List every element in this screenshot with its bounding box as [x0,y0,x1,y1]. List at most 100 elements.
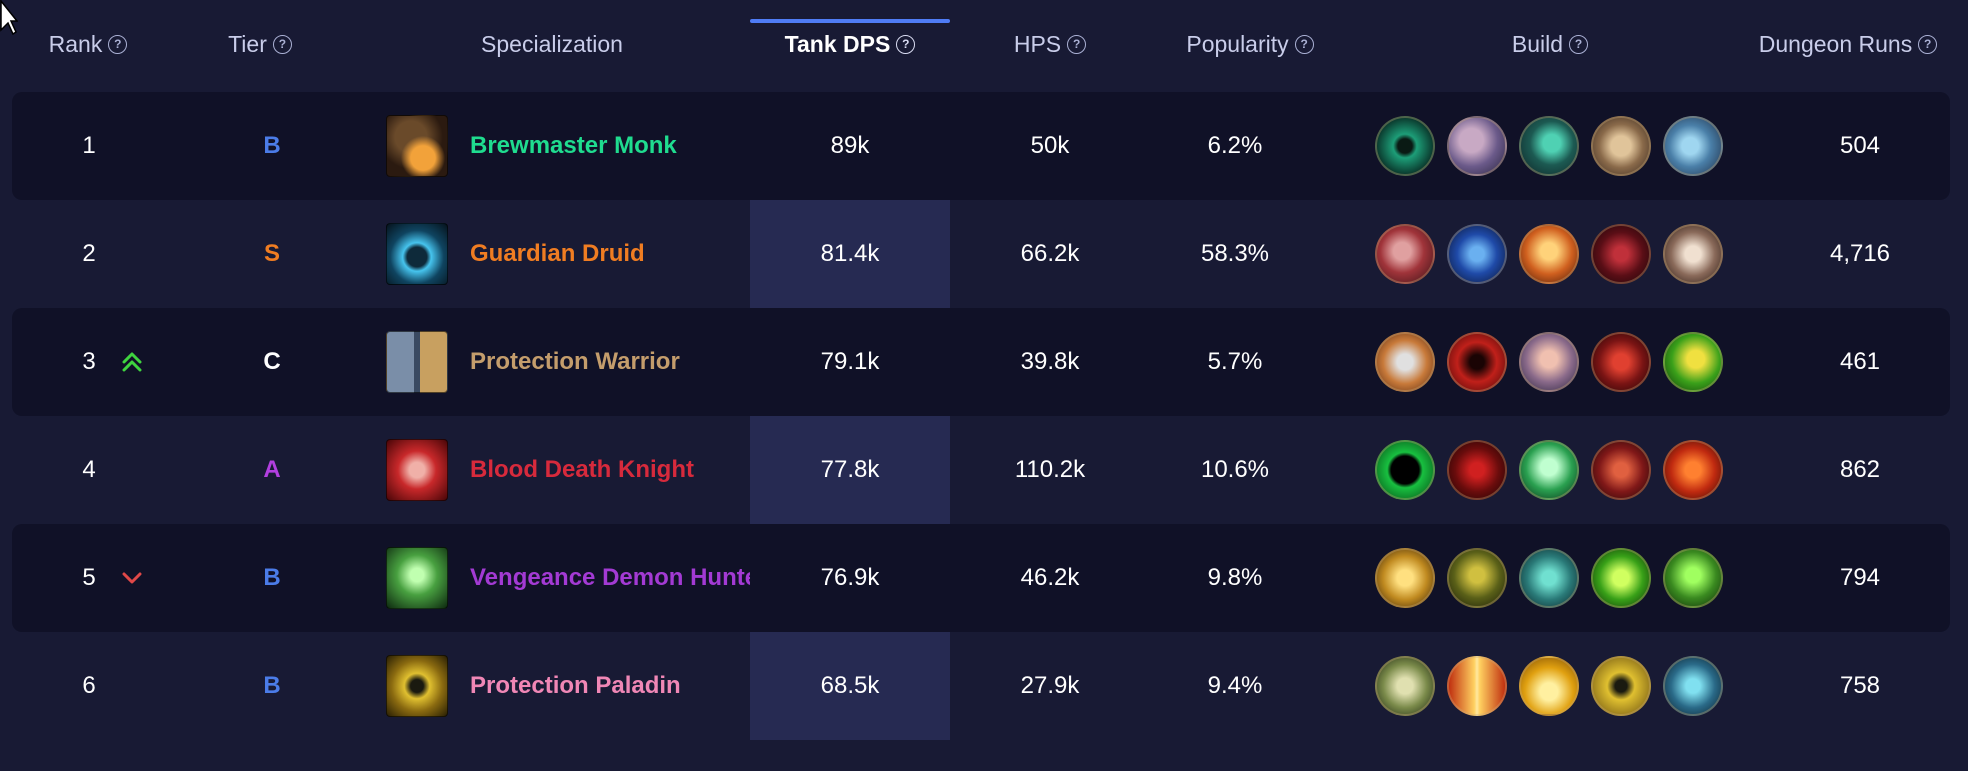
talent-icon[interactable] [1519,548,1579,608]
build-cell [1375,632,1723,740]
table-row[interactable]: 3 C Protection Warrior 79.1k 39.8k 5.7% … [12,308,1950,416]
talent-icon[interactable] [1663,656,1723,716]
hps-cell: 50k [1030,132,1070,159]
talent-icon[interactable] [1447,548,1507,608]
talent-icon[interactable] [1519,224,1579,284]
rank-cell: 3 [82,348,96,375]
table-row[interactable]: 5 B Vengeance Demon Hunter 76.9k 46.2k 9… [12,524,1950,632]
build-cell [1375,92,1723,200]
build-cell [1375,416,1723,524]
talent-icon[interactable] [1375,548,1435,608]
column-header-label: Tier [228,30,267,57]
talent-icon[interactable] [1591,332,1651,392]
column-header-hps[interactable]: HPS ? [1000,26,1100,62]
build-cell [1375,308,1723,416]
tank-dps-cell: 79.1k [820,348,880,375]
spec-cell[interactable]: Brewmaster Monk [386,92,760,200]
column-header-build[interactable]: Build ? [1500,26,1600,62]
talent-icon[interactable] [1519,440,1579,500]
table-row[interactable]: 2 S Guardian Druid 81.4k 66.2k 58.3% 4,7… [12,200,1950,308]
tank-dps-cell: 81.4k [820,240,880,267]
talent-icon[interactable] [1663,332,1723,392]
double-chevron-up-icon [120,308,150,416]
help-icon[interactable]: ? [1569,34,1589,54]
blood-death-knight-icon [386,439,448,501]
spec-cell[interactable]: Blood Death Knight [386,416,760,524]
column-header-dungeon-runs[interactable]: Dungeon Runs ? [1748,26,1948,62]
dungeon-runs-cell: 862 [1839,456,1881,483]
help-icon[interactable]: ? [1294,34,1314,54]
spec-cell[interactable]: Vengeance Demon Hunter [386,524,750,632]
table-row[interactable]: 6 B Protection Paladin 68.5k 27.9k 9.4% … [12,632,1950,740]
dungeon-runs-cell: 461 [1839,348,1881,375]
talent-icon[interactable] [1375,332,1435,392]
column-header-tank-dps[interactable]: Tank DPS ? [750,26,950,62]
talent-icon[interactable] [1519,656,1579,716]
help-icon[interactable]: ? [1918,34,1938,54]
spec-name: Blood Death Knight [470,456,694,483]
hps-cell: 27.9k [1020,672,1080,699]
sorted-column-highlight [750,92,950,740]
spec-cell[interactable]: Protection Paladin [386,632,760,740]
talent-icon[interactable] [1519,332,1579,392]
talent-icon[interactable] [1447,656,1507,716]
spec-name: Guardian Druid [470,240,645,267]
rank-cell: 2 [82,240,96,267]
help-icon[interactable]: ? [1067,34,1087,54]
dungeon-runs-cell: 504 [1839,132,1881,159]
help-icon[interactable]: ? [896,34,916,54]
talent-icon[interactable] [1447,224,1507,284]
spec-name: Brewmaster Monk [470,132,677,159]
help-icon[interactable]: ? [272,34,292,54]
talent-icon[interactable] [1663,548,1723,608]
talent-icon[interactable] [1591,548,1651,608]
talent-icon[interactable] [1591,116,1651,176]
help-icon[interactable]: ? [108,34,128,54]
brewmaster-monk-icon [386,115,448,177]
popularity-cell: 9.8% [1207,564,1263,591]
dungeon-runs-cell: 758 [1839,672,1881,699]
column-header-label: Dungeon Runs [1758,30,1913,57]
spec-cell[interactable]: Protection Warrior [386,308,760,416]
column-header-rank[interactable]: Rank ? [40,26,136,62]
cursor-icon [0,0,18,36]
column-header-specialization[interactable]: Specialization [452,26,652,62]
build-cell [1375,200,1723,308]
talent-icon[interactable] [1663,440,1723,500]
table-row[interactable]: 1 B Brewmaster Monk 89k 50k 6.2% 504 [12,92,1950,200]
talent-icon[interactable] [1663,116,1723,176]
talent-icon[interactable] [1375,656,1435,716]
talent-icon[interactable] [1591,440,1651,500]
tier-cell: A [263,456,281,483]
talent-icon[interactable] [1447,116,1507,176]
talent-icon[interactable] [1375,224,1435,284]
table-row[interactable]: 4 A Blood Death Knight 77.8k 110.2k 10.6… [12,416,1950,524]
talent-icon[interactable] [1375,440,1435,500]
spec-cell[interactable]: Guardian Druid [386,200,760,308]
talent-icon[interactable] [1375,116,1435,176]
column-header-label: Build [1511,30,1564,57]
popularity-cell: 10.6% [1200,456,1270,483]
talent-icon[interactable] [1519,116,1579,176]
talent-icon[interactable] [1447,332,1507,392]
hps-cell: 66.2k [1020,240,1080,267]
spec-name: Vengeance Demon Hunter [470,564,750,591]
column-header-label: HPS [1013,30,1062,57]
tank-dps-cell: 68.5k [820,672,880,699]
talent-icon[interactable] [1663,224,1723,284]
column-header-tier[interactable]: Tier ? [220,26,300,62]
tier-cell: B [263,132,281,159]
protection-paladin-icon [386,655,448,717]
rank-cell: 1 [82,132,96,159]
talent-icon[interactable] [1591,656,1651,716]
hps-cell: 110.2k [1014,456,1086,483]
column-header-popularity[interactable]: Popularity ? [1170,26,1330,62]
talent-icon[interactable] [1447,440,1507,500]
guardian-druid-icon [386,223,448,285]
talent-icon[interactable] [1591,224,1651,284]
protection-warrior-icon [386,331,448,393]
hps-cell: 46.2k [1020,564,1080,591]
popularity-cell: 5.7% [1207,348,1263,375]
column-header-label: Specialization [481,30,623,57]
